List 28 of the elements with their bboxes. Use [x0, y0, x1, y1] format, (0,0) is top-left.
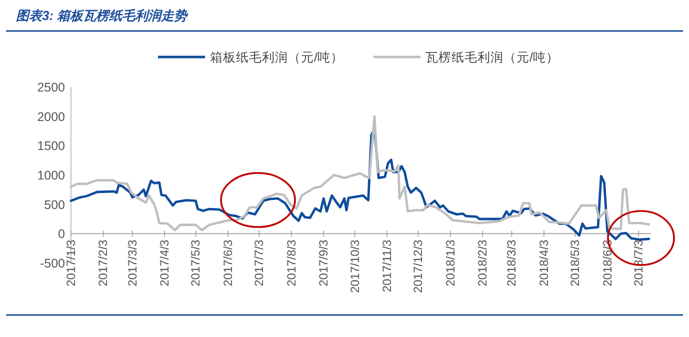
y-tick-label: 0: [58, 227, 66, 242]
y-tick-label: 2000: [37, 110, 66, 124]
x-tick-label: 2017/1/3: [64, 239, 78, 286]
x-tick-label: 2017/9/3: [316, 239, 331, 286]
x-tick-label: 2017/8/3: [284, 239, 298, 286]
y-tick-label: -500: [40, 256, 66, 270]
x-tick-label: 2018/3/3: [504, 239, 519, 286]
legend-label: 瓦楞纸毛利润（元/吨）: [425, 50, 559, 64]
y-tick-label: 2500: [37, 80, 66, 94]
x-tick-label: 2017/11/3: [380, 239, 394, 292]
x-tick-label: 2018/2/3: [476, 239, 490, 286]
x-tick-label: 2017/2/3: [96, 239, 110, 286]
x-tick-label: 2017/4/3: [158, 239, 172, 286]
y-tick-label: 500: [44, 198, 66, 212]
x-tick-label: 2018/1/3: [443, 239, 458, 286]
y-tick-label: 1500: [37, 139, 66, 154]
y-tick-label: 1000: [37, 168, 66, 182]
x-tick-label: 2017/6/3: [220, 239, 235, 286]
chart-title: 图表3: 箱板瓦楞纸毛利润走势: [16, 8, 190, 23]
x-tick-label: 2017/7/3: [252, 239, 266, 286]
x-tick-label: 2018/6/3: [600, 239, 614, 286]
x-tick-label: 2017/12/3: [411, 239, 426, 294]
x-tick-label: 2018/5/3: [568, 239, 582, 286]
legend-label: 箱板纸毛利润（元/吨）: [210, 50, 344, 64]
x-tick-label: 2017/10/3: [348, 239, 362, 294]
x-tick-label: 2017/5/3: [188, 239, 203, 286]
x-tick-label: 2017/3/3: [125, 239, 140, 286]
x-tick-label: 2018/4/3: [536, 239, 551, 286]
